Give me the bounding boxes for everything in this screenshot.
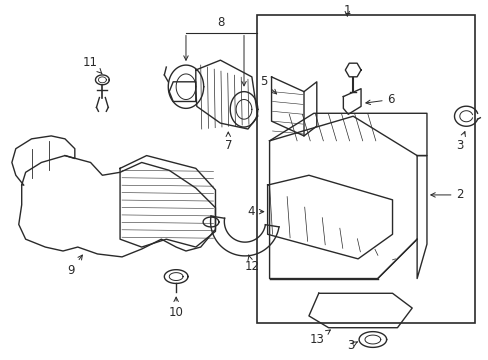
Text: 8: 8	[217, 16, 224, 29]
Text: 10: 10	[168, 297, 183, 319]
Text: 3: 3	[455, 132, 465, 152]
Text: 4: 4	[247, 205, 263, 218]
Text: 12: 12	[244, 255, 259, 273]
Text: 5: 5	[260, 75, 276, 94]
Text: 3: 3	[346, 339, 357, 352]
Text: 13: 13	[309, 330, 330, 346]
Text: 1: 1	[343, 4, 350, 18]
Bar	[256, 15, 474, 323]
Text: 9: 9	[67, 255, 82, 277]
Text: 6: 6	[365, 93, 394, 106]
Text: 7: 7	[224, 132, 231, 152]
Text: 2: 2	[430, 188, 463, 202]
Text: 11: 11	[83, 56, 102, 73]
